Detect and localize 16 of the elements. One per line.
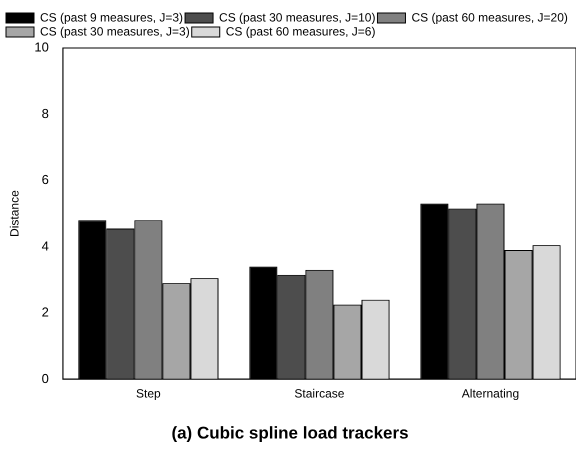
y-tick-label: 10: [34, 40, 49, 55]
y-tick-label: 4: [42, 238, 49, 254]
y-tick-label: 6: [42, 172, 49, 188]
y-tick-label: 2: [42, 304, 49, 320]
legend-label: CS (past 60 measures, J=20): [411, 10, 568, 24]
y-tick-label: 8: [42, 106, 49, 121]
legend-label: CS (past 30 measures, J=10): [219, 10, 376, 24]
x-tick-label: Alternating: [462, 386, 520, 401]
text: (a) Cubic spline load trackers: [171, 423, 409, 442]
x-tick-label: Staircase: [294, 386, 345, 401]
y-axis-title: Distance: [8, 190, 22, 237]
legend-label: CS (past 60 measures, J=6): [226, 24, 376, 38]
legend-label: CS (past 9 measures, J=3): [40, 10, 184, 24]
y-tick-label: 0: [42, 370, 49, 386]
legend-label: CS (past 30 measures, J=3): [40, 24, 190, 38]
x-tick-label: Step: [136, 386, 162, 401]
